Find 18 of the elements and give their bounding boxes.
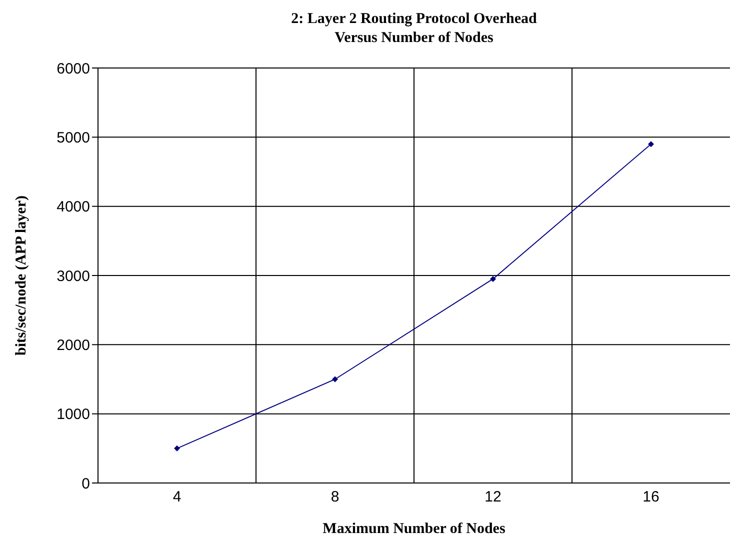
x-axis-title: Maximum Number of Nodes bbox=[322, 521, 506, 537]
y-axis-title: bits/sec/node (APP layer) bbox=[13, 196, 30, 356]
point bbox=[332, 376, 338, 382]
point bbox=[490, 276, 496, 282]
x-tick-label: 4 bbox=[172, 488, 182, 506]
x-tick-label: 16 bbox=[642, 488, 660, 506]
x-tick-label: 12 bbox=[484, 488, 502, 506]
y-tick-label: 2000 bbox=[56, 336, 90, 354]
point bbox=[648, 141, 654, 148]
y-tick-label: 6000 bbox=[56, 60, 90, 78]
chart-title: 2: Layer 2 Routing Protocol Overhead Versus Number of Nodes bbox=[290, 10, 538, 48]
y-tick-label: 5000 bbox=[56, 129, 90, 146]
y-tick-label: 1000 bbox=[56, 406, 90, 424]
y-tick-label: 3000 bbox=[56, 268, 90, 285]
y-tick-label: 4000 bbox=[56, 198, 90, 216]
point bbox=[174, 445, 180, 452]
y-tick-label: 0 bbox=[82, 475, 90, 492]
x-tick-label: 8 bbox=[330, 488, 340, 506]
